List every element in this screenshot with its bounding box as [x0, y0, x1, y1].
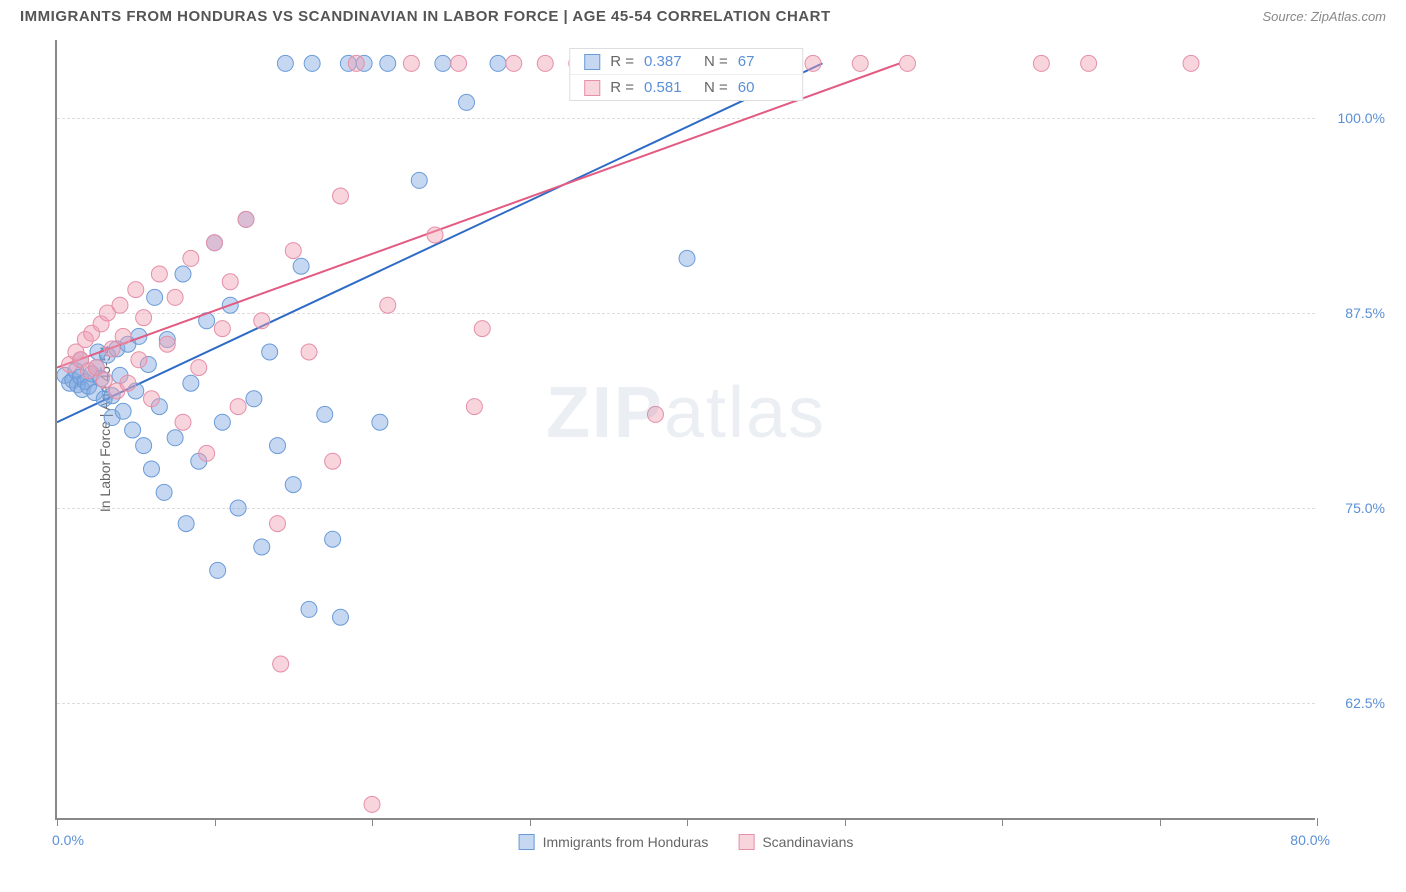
x-axis-min-label: 0.0% [52, 832, 84, 848]
chart-container: In Labor Force | Age 45-54 62.5%75.0%87.… [55, 40, 1395, 845]
y-tick-label: 100.0% [1338, 110, 1385, 126]
legend-swatch-scandinavian-icon [738, 834, 754, 850]
x-tick [1317, 818, 1318, 826]
n-label: N = [704, 53, 728, 70]
legend-label-honduras: Immigrants from Honduras [543, 834, 709, 850]
legend-label-scandinavian: Scandinavians [762, 834, 853, 850]
x-axis-max-label: 80.0% [1290, 832, 1330, 848]
chart-header: IMMIGRANTS FROM HONDURAS VS SCANDINAVIAN… [0, 0, 1406, 29]
correlation-legend: R = 0.387 N = 67 R = 0.581 N = 60 [569, 48, 803, 101]
chart-title: IMMIGRANTS FROM HONDURAS VS SCANDINAVIAN… [20, 8, 831, 25]
r-value-1: 0.387 [644, 53, 694, 70]
y-tick-label: 75.0% [1345, 500, 1385, 516]
n-value-1: 67 [738, 53, 788, 70]
legend-swatch-honduras-icon [519, 834, 535, 850]
r-label: R = [610, 79, 634, 96]
legend-item-honduras: Immigrants from Honduras [519, 834, 709, 850]
n-value-2: 60 [738, 79, 788, 96]
correlation-row-2: R = 0.581 N = 60 [570, 75, 802, 100]
y-tick-label: 62.5% [1345, 695, 1385, 711]
correlation-row-1: R = 0.387 N = 67 [570, 49, 802, 75]
y-tick-label: 87.5% [1345, 305, 1385, 321]
legend-swatch-scandinavian-icon [584, 80, 600, 96]
scatter-svg [57, 40, 1317, 820]
r-label: R = [610, 53, 634, 70]
series-legend: Immigrants from Honduras Scandinavians [519, 834, 854, 850]
r-value-2: 0.581 [644, 79, 694, 96]
legend-swatch-honduras-icon [584, 54, 600, 70]
plot-area: In Labor Force | Age 45-54 62.5%75.0%87.… [55, 40, 1315, 820]
n-label: N = [704, 79, 728, 96]
legend-item-scandinavian: Scandinavians [738, 834, 853, 850]
chart-source: Source: ZipAtlas.com [1262, 9, 1386, 24]
